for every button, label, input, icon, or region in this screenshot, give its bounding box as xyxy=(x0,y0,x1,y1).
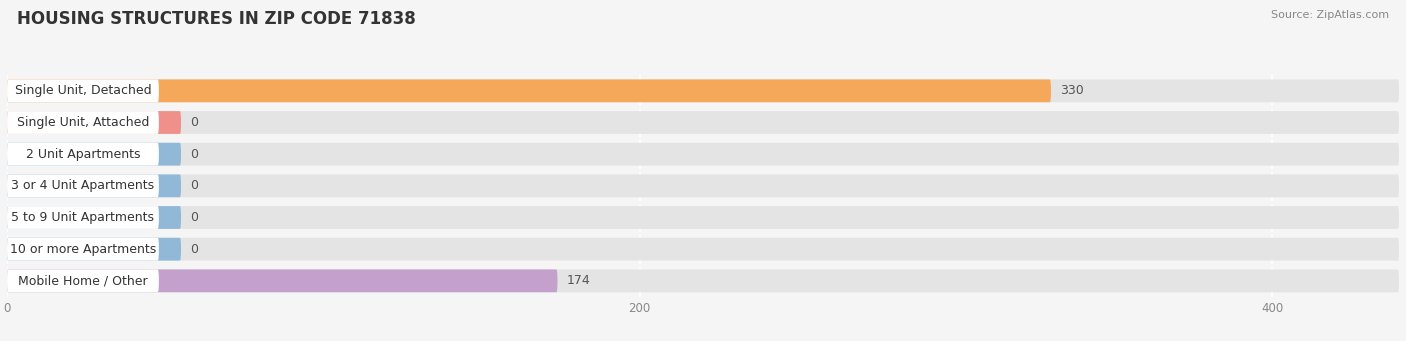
FancyBboxPatch shape xyxy=(7,269,557,292)
Text: 0: 0 xyxy=(191,116,198,129)
FancyBboxPatch shape xyxy=(7,111,181,134)
Text: Source: ZipAtlas.com: Source: ZipAtlas.com xyxy=(1271,10,1389,20)
FancyBboxPatch shape xyxy=(7,269,1399,292)
Text: 330: 330 xyxy=(1060,84,1084,97)
FancyBboxPatch shape xyxy=(7,238,159,261)
Text: 2 Unit Apartments: 2 Unit Apartments xyxy=(25,148,141,161)
FancyBboxPatch shape xyxy=(7,143,1399,166)
Text: HOUSING STRUCTURES IN ZIP CODE 71838: HOUSING STRUCTURES IN ZIP CODE 71838 xyxy=(17,10,416,28)
FancyBboxPatch shape xyxy=(7,79,1399,102)
Text: Mobile Home / Other: Mobile Home / Other xyxy=(18,275,148,287)
FancyBboxPatch shape xyxy=(7,79,1050,102)
Text: 10 or more Apartments: 10 or more Apartments xyxy=(10,243,156,256)
FancyBboxPatch shape xyxy=(7,143,181,166)
FancyBboxPatch shape xyxy=(7,111,1399,134)
FancyBboxPatch shape xyxy=(7,206,181,229)
FancyBboxPatch shape xyxy=(7,238,1399,261)
Text: 0: 0 xyxy=(191,243,198,256)
FancyBboxPatch shape xyxy=(7,175,159,197)
Text: 5 to 9 Unit Apartments: 5 to 9 Unit Apartments xyxy=(11,211,155,224)
Text: 0: 0 xyxy=(191,179,198,192)
Text: 0: 0 xyxy=(191,148,198,161)
FancyBboxPatch shape xyxy=(7,238,181,261)
Text: 3 or 4 Unit Apartments: 3 or 4 Unit Apartments xyxy=(11,179,155,192)
Text: Single Unit, Attached: Single Unit, Attached xyxy=(17,116,149,129)
Text: Single Unit, Detached: Single Unit, Detached xyxy=(14,84,152,97)
FancyBboxPatch shape xyxy=(7,111,159,134)
Text: 0: 0 xyxy=(191,211,198,224)
FancyBboxPatch shape xyxy=(7,269,159,292)
FancyBboxPatch shape xyxy=(7,206,1399,229)
Text: 174: 174 xyxy=(567,275,591,287)
FancyBboxPatch shape xyxy=(7,175,1399,197)
FancyBboxPatch shape xyxy=(7,79,159,102)
FancyBboxPatch shape xyxy=(7,175,181,197)
FancyBboxPatch shape xyxy=(7,143,159,166)
FancyBboxPatch shape xyxy=(7,206,159,229)
